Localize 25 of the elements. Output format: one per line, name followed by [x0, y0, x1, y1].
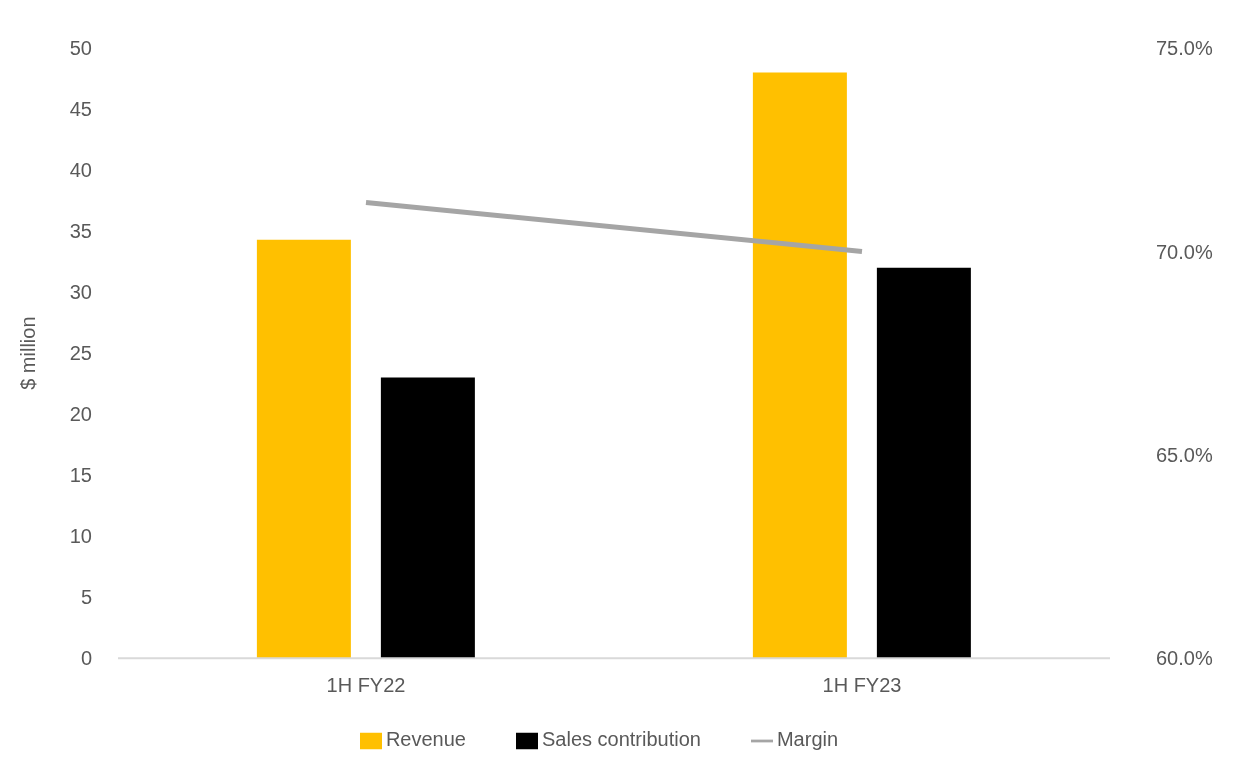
legend-label: Revenue — [385, 728, 466, 751]
y-tick-label: 20 — [69, 403, 92, 426]
y-tick-label: 10 — [69, 525, 92, 548]
legend-label: Margin — [776, 728, 839, 751]
y2-tick-label: 65.0% — [1156, 443, 1213, 466]
y2-tick-label: 60.0% — [1156, 647, 1213, 670]
y2-tick-label: 75.0% — [1156, 37, 1213, 60]
y-tick-label: 5 — [80, 586, 92, 609]
y-tick-label: 45 — [69, 98, 92, 121]
y-tick-label: 40 — [69, 159, 92, 182]
bar — [380, 377, 475, 659]
y-tick-label: 15 — [69, 464, 92, 487]
x-tick-label: 1H FY23 — [822, 674, 902, 697]
y2-tick-label: 70.0% — [1156, 240, 1213, 263]
y-tick-label: 0 — [80, 647, 92, 670]
bar — [256, 239, 351, 659]
y-tick-label: 50 — [69, 37, 92, 60]
x-tick-label: 1H FY22 — [326, 674, 406, 697]
bar — [876, 267, 971, 659]
y-axis-title: $ million — [17, 316, 40, 390]
legend-label: Sales contribution — [541, 728, 701, 751]
bar — [752, 72, 847, 659]
y-tick-label: 25 — [69, 342, 92, 365]
y-tick-label: 30 — [69, 281, 92, 304]
y-tick-label: 35 — [69, 220, 92, 243]
